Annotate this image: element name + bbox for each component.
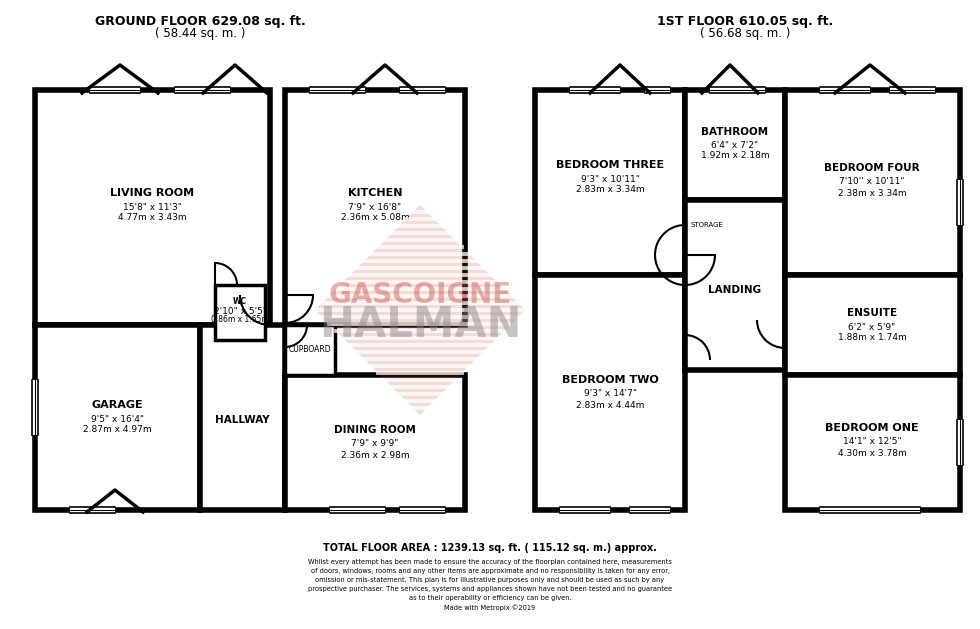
Bar bbox=[310, 87, 365, 93]
Text: BEDROOM TWO: BEDROOM TWO bbox=[562, 375, 659, 385]
Text: 4.30m x 3.78m: 4.30m x 3.78m bbox=[838, 448, 906, 457]
Text: Whilst every attempt has been made to ensure the accuracy of the floorplan conta: Whilst every attempt has been made to en… bbox=[308, 559, 672, 611]
Bar bbox=[630, 507, 670, 513]
Bar bbox=[785, 375, 960, 510]
Text: 2.83m x 3.34m: 2.83m x 3.34m bbox=[575, 186, 644, 194]
Text: 1.92m x 2.18m: 1.92m x 2.18m bbox=[701, 152, 769, 160]
Text: STORAGE: STORAGE bbox=[691, 222, 723, 228]
Text: TOTAL FLOOR AREA : 1239.13 sq. ft. ( 115.12 sq. m.) approx.: TOTAL FLOOR AREA : 1239.13 sq. ft. ( 115… bbox=[323, 543, 657, 553]
Bar bbox=[710, 87, 765, 93]
Text: 7'9" x 9'9": 7'9" x 9'9" bbox=[351, 440, 399, 448]
Bar bbox=[957, 180, 963, 225]
Bar bbox=[820, 507, 920, 513]
Bar bbox=[785, 275, 960, 375]
Text: GARAGE: GARAGE bbox=[91, 400, 143, 410]
Text: GROUND FLOOR 629.08 sq. ft.: GROUND FLOOR 629.08 sq. ft. bbox=[95, 16, 306, 28]
Bar bbox=[820, 87, 870, 93]
Bar bbox=[285, 375, 465, 510]
Text: 9'3" x 10'11": 9'3" x 10'11" bbox=[580, 174, 639, 184]
Bar bbox=[32, 380, 38, 435]
Text: 1.88m x 1.74m: 1.88m x 1.74m bbox=[838, 333, 906, 343]
Text: LIVING ROOM: LIVING ROOM bbox=[110, 188, 194, 198]
Text: HALLWAY: HALLWAY bbox=[215, 415, 270, 425]
Bar bbox=[35, 325, 200, 510]
Bar bbox=[400, 507, 445, 513]
Bar bbox=[535, 275, 685, 510]
Text: BEDROOM FOUR: BEDROOM FOUR bbox=[824, 163, 920, 173]
Text: ENSUITE: ENSUITE bbox=[847, 308, 897, 318]
Text: GASCOIGNE: GASCOIGNE bbox=[328, 281, 512, 309]
Text: 2.36m x 2.98m: 2.36m x 2.98m bbox=[341, 450, 410, 460]
Text: 4.77m x 3.43m: 4.77m x 3.43m bbox=[118, 213, 186, 223]
Text: BATHROOM: BATHROOM bbox=[702, 127, 768, 137]
Text: DINING ROOM: DINING ROOM bbox=[334, 425, 416, 435]
Text: CUPBOARD: CUPBOARD bbox=[289, 345, 331, 355]
Bar bbox=[285, 325, 335, 375]
Bar bbox=[70, 507, 115, 513]
Bar bbox=[285, 90, 465, 325]
Bar bbox=[560, 507, 610, 513]
Bar bbox=[785, 90, 960, 275]
Text: KITCHEN: KITCHEN bbox=[348, 188, 402, 198]
Text: 0.86m x 1.65m: 0.86m x 1.65m bbox=[211, 314, 269, 323]
Text: ( 58.44 sq. m. ): ( 58.44 sq. m. ) bbox=[155, 28, 245, 40]
Bar bbox=[685, 200, 785, 370]
Text: 9'3" x 14'7": 9'3" x 14'7" bbox=[583, 389, 636, 399]
Text: 7'9" x 16'8": 7'9" x 16'8" bbox=[349, 203, 402, 211]
Text: WC: WC bbox=[233, 298, 247, 306]
Bar bbox=[685, 90, 785, 200]
Text: 2.36m x 5.08m: 2.36m x 5.08m bbox=[341, 213, 410, 223]
Text: 7'10'' x 10'11": 7'10'' x 10'11" bbox=[839, 177, 905, 187]
Polygon shape bbox=[315, 205, 525, 415]
Text: 2.38m x 3.34m: 2.38m x 3.34m bbox=[838, 189, 906, 198]
Text: BEDROOM THREE: BEDROOM THREE bbox=[556, 160, 664, 170]
Text: BEDROOM ONE: BEDROOM ONE bbox=[825, 423, 919, 433]
Bar bbox=[535, 90, 685, 275]
Bar bbox=[890, 87, 935, 93]
Bar bbox=[957, 420, 963, 465]
Text: ( 56.68 sq. m. ): ( 56.68 sq. m. ) bbox=[700, 28, 790, 40]
Bar bbox=[90, 87, 140, 93]
Text: 6'4" x 7'2": 6'4" x 7'2" bbox=[711, 140, 759, 150]
Text: 6'2" x 5'9": 6'2" x 5'9" bbox=[849, 323, 896, 331]
Text: 15'8" x 11'3": 15'8" x 11'3" bbox=[122, 203, 181, 211]
Bar bbox=[685, 200, 730, 255]
Bar bbox=[330, 507, 385, 513]
Text: 2.87m x 4.97m: 2.87m x 4.97m bbox=[82, 425, 151, 435]
Text: 1ST FLOOR 610.05 sq. ft.: 1ST FLOOR 610.05 sq. ft. bbox=[657, 16, 833, 28]
Text: 9'5" x 16'4": 9'5" x 16'4" bbox=[90, 415, 143, 423]
Text: 2'10" x 5'5": 2'10" x 5'5" bbox=[214, 306, 267, 316]
Bar bbox=[35, 90, 270, 325]
Text: HALMAN: HALMAN bbox=[318, 304, 521, 346]
Bar bbox=[570, 87, 620, 93]
Text: 2.83m x 4.44m: 2.83m x 4.44m bbox=[576, 401, 644, 409]
Text: LANDING: LANDING bbox=[709, 285, 761, 295]
Text: 14'1" x 12'5": 14'1" x 12'5" bbox=[843, 438, 902, 447]
Bar bbox=[645, 87, 670, 93]
Bar bbox=[175, 87, 230, 93]
Bar bbox=[200, 325, 285, 510]
Bar bbox=[400, 87, 445, 93]
Bar bbox=[215, 285, 265, 340]
